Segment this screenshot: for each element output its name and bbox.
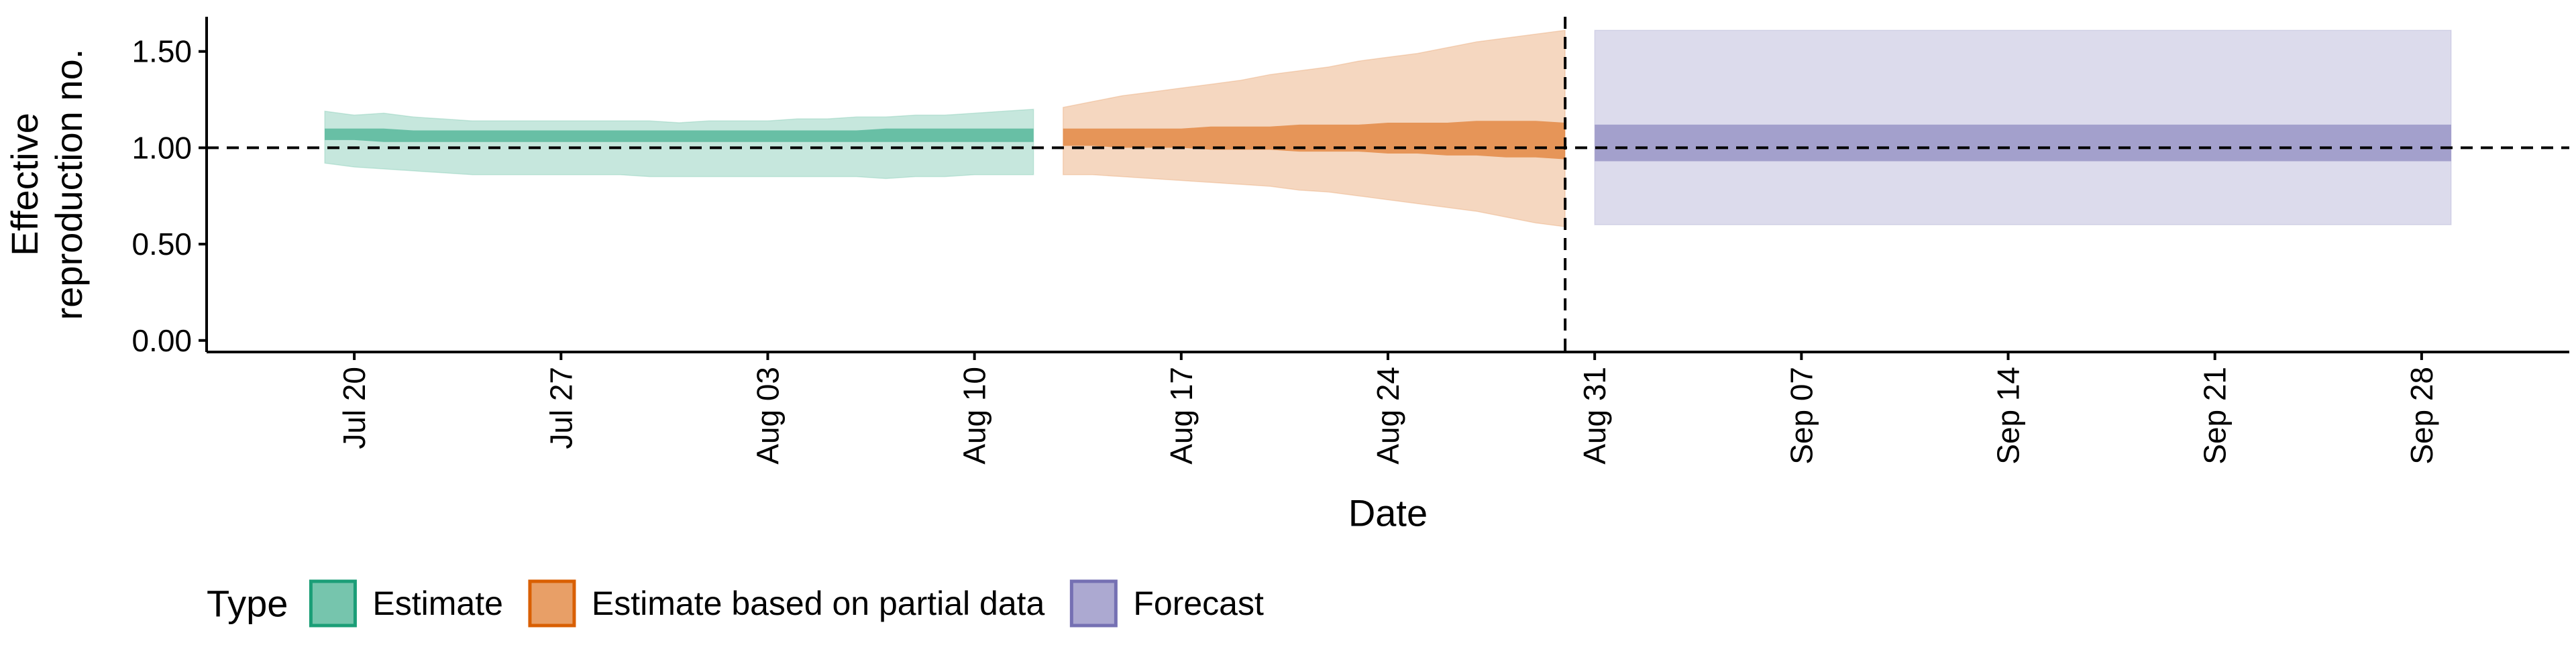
- legend-title: Type: [207, 583, 288, 625]
- x-tick-label: Jul 20: [337, 367, 372, 449]
- x-tick-label: Sep 28: [2404, 367, 2439, 465]
- x-tick-label: Aug 03: [750, 367, 785, 465]
- legend-key-estimate: [309, 579, 357, 628]
- x-tick-label: Sep 14: [1991, 367, 2026, 465]
- legend-label-estimate: Estimate: [372, 585, 503, 622]
- forecast-inner-band: [1595, 124, 2451, 162]
- series-bands: [324, 30, 2452, 228]
- x-tick-label: Aug 24: [1371, 367, 1405, 465]
- legend: Type Estimate Estimate based on partial da…: [207, 579, 1264, 628]
- y-tick-label: 0.50: [131, 227, 192, 261]
- y-tick-label: 1.50: [131, 34, 192, 69]
- x-tick-label: Sep 21: [2198, 367, 2233, 465]
- reference-lines: [207, 17, 2569, 352]
- legend-label-forecast: Forecast: [1133, 585, 1264, 622]
- x-tick-label: Aug 17: [1164, 367, 1199, 465]
- x-tick-label: Sep 07: [1784, 367, 1819, 465]
- x-tick-label: Jul 27: [543, 367, 578, 449]
- x-tick-label: Aug 10: [957, 367, 992, 465]
- estimate-outer-band: [324, 109, 1034, 180]
- legend-label-estimate-based-on-partial-data: Estimate based on partial data: [592, 585, 1045, 622]
- axis-labels: Date Effectivereproduction no.: [3, 49, 1428, 534]
- estimate-inner-band: [325, 128, 1034, 142]
- estimate-based-on-partial-data-inner-band: [1063, 121, 1566, 160]
- x-axis-title: Date: [1348, 492, 1428, 534]
- y-axis-title: Effectivereproduction no.: [3, 49, 90, 320]
- y-axis-title-line: Effective: [3, 113, 46, 256]
- legend-key-forecast: [1069, 579, 1118, 628]
- x-tick-label: Aug 31: [1577, 367, 1612, 465]
- y-tick-label: 1.00: [131, 130, 192, 165]
- y-tick-label: 0.00: [131, 323, 192, 358]
- y-axis-title-line: reproduction no.: [48, 49, 90, 320]
- axes: 0.00 0.50 1.00 1.50 Jul 20 Jul 27 Aug 03 Aug 10…: [131, 17, 2569, 465]
- legend-key-estimate-based-on-partial-data: [528, 579, 576, 628]
